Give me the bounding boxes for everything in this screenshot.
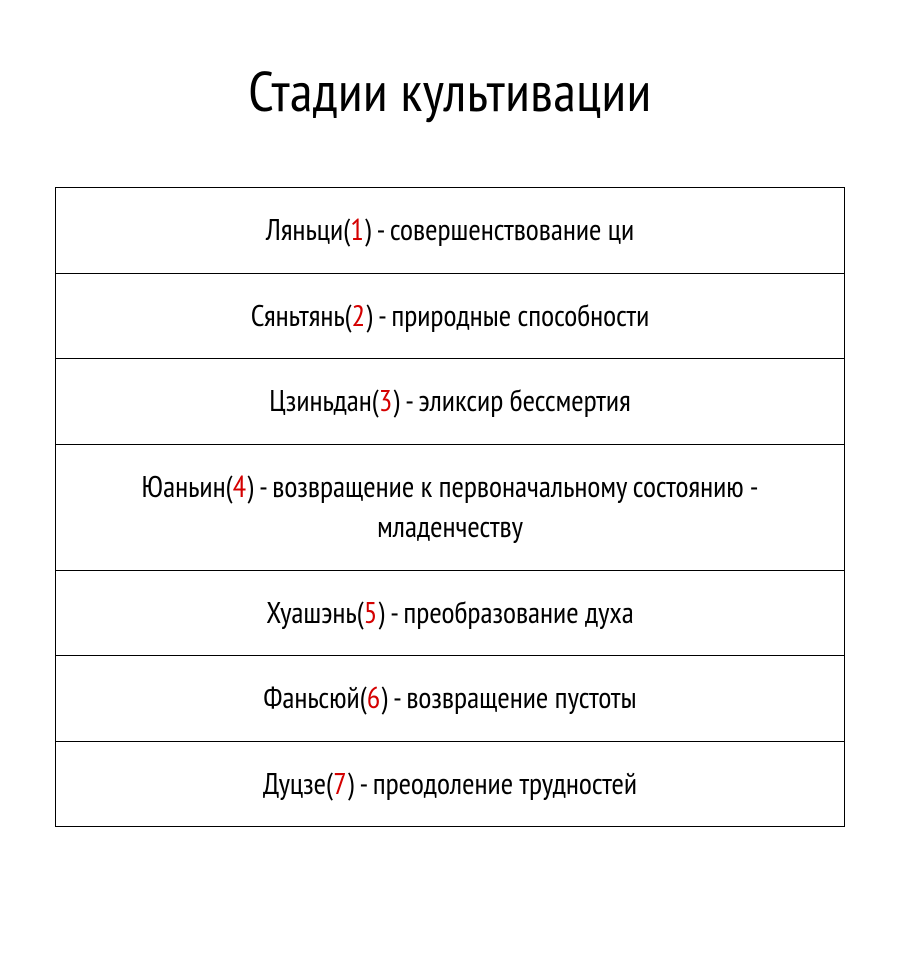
stage-cell: Хуашэнь(5) - преобразование духа bbox=[56, 570, 845, 656]
stage-number: 1 bbox=[350, 210, 364, 249]
table-row: Дуцзе(7) - преодоление трудностей bbox=[56, 741, 845, 827]
stage-number: 7 bbox=[333, 764, 347, 803]
stage-text-after: ) - преобразование духа bbox=[377, 593, 634, 632]
stage-cell: Юаньин(4) - возвращение к первоначальном… bbox=[56, 444, 845, 570]
stages-table: Ляньци(1) - совершенствование ци Сяньтян… bbox=[55, 187, 845, 827]
stage-cell: Цзиньдан(3) - эликсир бессмертия bbox=[56, 359, 845, 445]
stage-text-before: Сяньтянь( bbox=[251, 296, 352, 335]
stage-text-after: ) - преодоление трудностей bbox=[347, 764, 637, 803]
stages-tbody: Ляньци(1) - совершенствование ци Сяньтян… bbox=[56, 188, 845, 827]
stage-cell: Сяньтянь(2) - природные способности bbox=[56, 273, 845, 359]
table-row: Юаньин(4) - возвращение к первоначальном… bbox=[56, 444, 845, 570]
stage-text-after: ) - совершенствование ци bbox=[364, 210, 635, 249]
stage-text-before: Ляньци( bbox=[266, 210, 350, 249]
page-title: Стадии культивации bbox=[248, 55, 651, 127]
stage-text-after: ) - возвращение к первоначальному состоя… bbox=[246, 467, 758, 547]
table-row: Цзиньдан(3) - эликсир бессмертия bbox=[56, 359, 845, 445]
stage-text-after: ) - эликсир бессмертия bbox=[392, 381, 630, 420]
stage-text-before: Фаньсюй( bbox=[263, 678, 366, 717]
table-row: Хуашэнь(5) - преобразование духа bbox=[56, 570, 845, 656]
stage-cell: Ляньци(1) - совершенствование ци bbox=[56, 188, 845, 274]
stage-cell: Дуцзе(7) - преодоление трудностей bbox=[56, 741, 845, 827]
table-row: Сяньтянь(2) - природные способности bbox=[56, 273, 845, 359]
stage-text-before: Юаньин( bbox=[142, 467, 233, 506]
stage-number: 3 bbox=[379, 381, 393, 420]
stage-text-after: ) - природные способности bbox=[365, 296, 649, 335]
table-row: Ляньци(1) - совершенствование ци bbox=[56, 188, 845, 274]
stage-number: 4 bbox=[233, 467, 247, 506]
stage-text-after: ) - возвращение пустоты bbox=[380, 678, 636, 717]
stage-text-before: Дуцзе( bbox=[263, 764, 333, 803]
table-row: Фаньсюй(6) - возвращение пустоты bbox=[56, 656, 845, 742]
stage-number: 6 bbox=[367, 678, 381, 717]
stage-number: 5 bbox=[364, 593, 378, 632]
stage-text-before: Цзиньдан( bbox=[269, 381, 379, 420]
stage-cell: Фаньсюй(6) - возвращение пустоты bbox=[56, 656, 845, 742]
stage-number: 2 bbox=[352, 296, 366, 335]
stage-text-before: Хуашэнь( bbox=[266, 593, 364, 632]
